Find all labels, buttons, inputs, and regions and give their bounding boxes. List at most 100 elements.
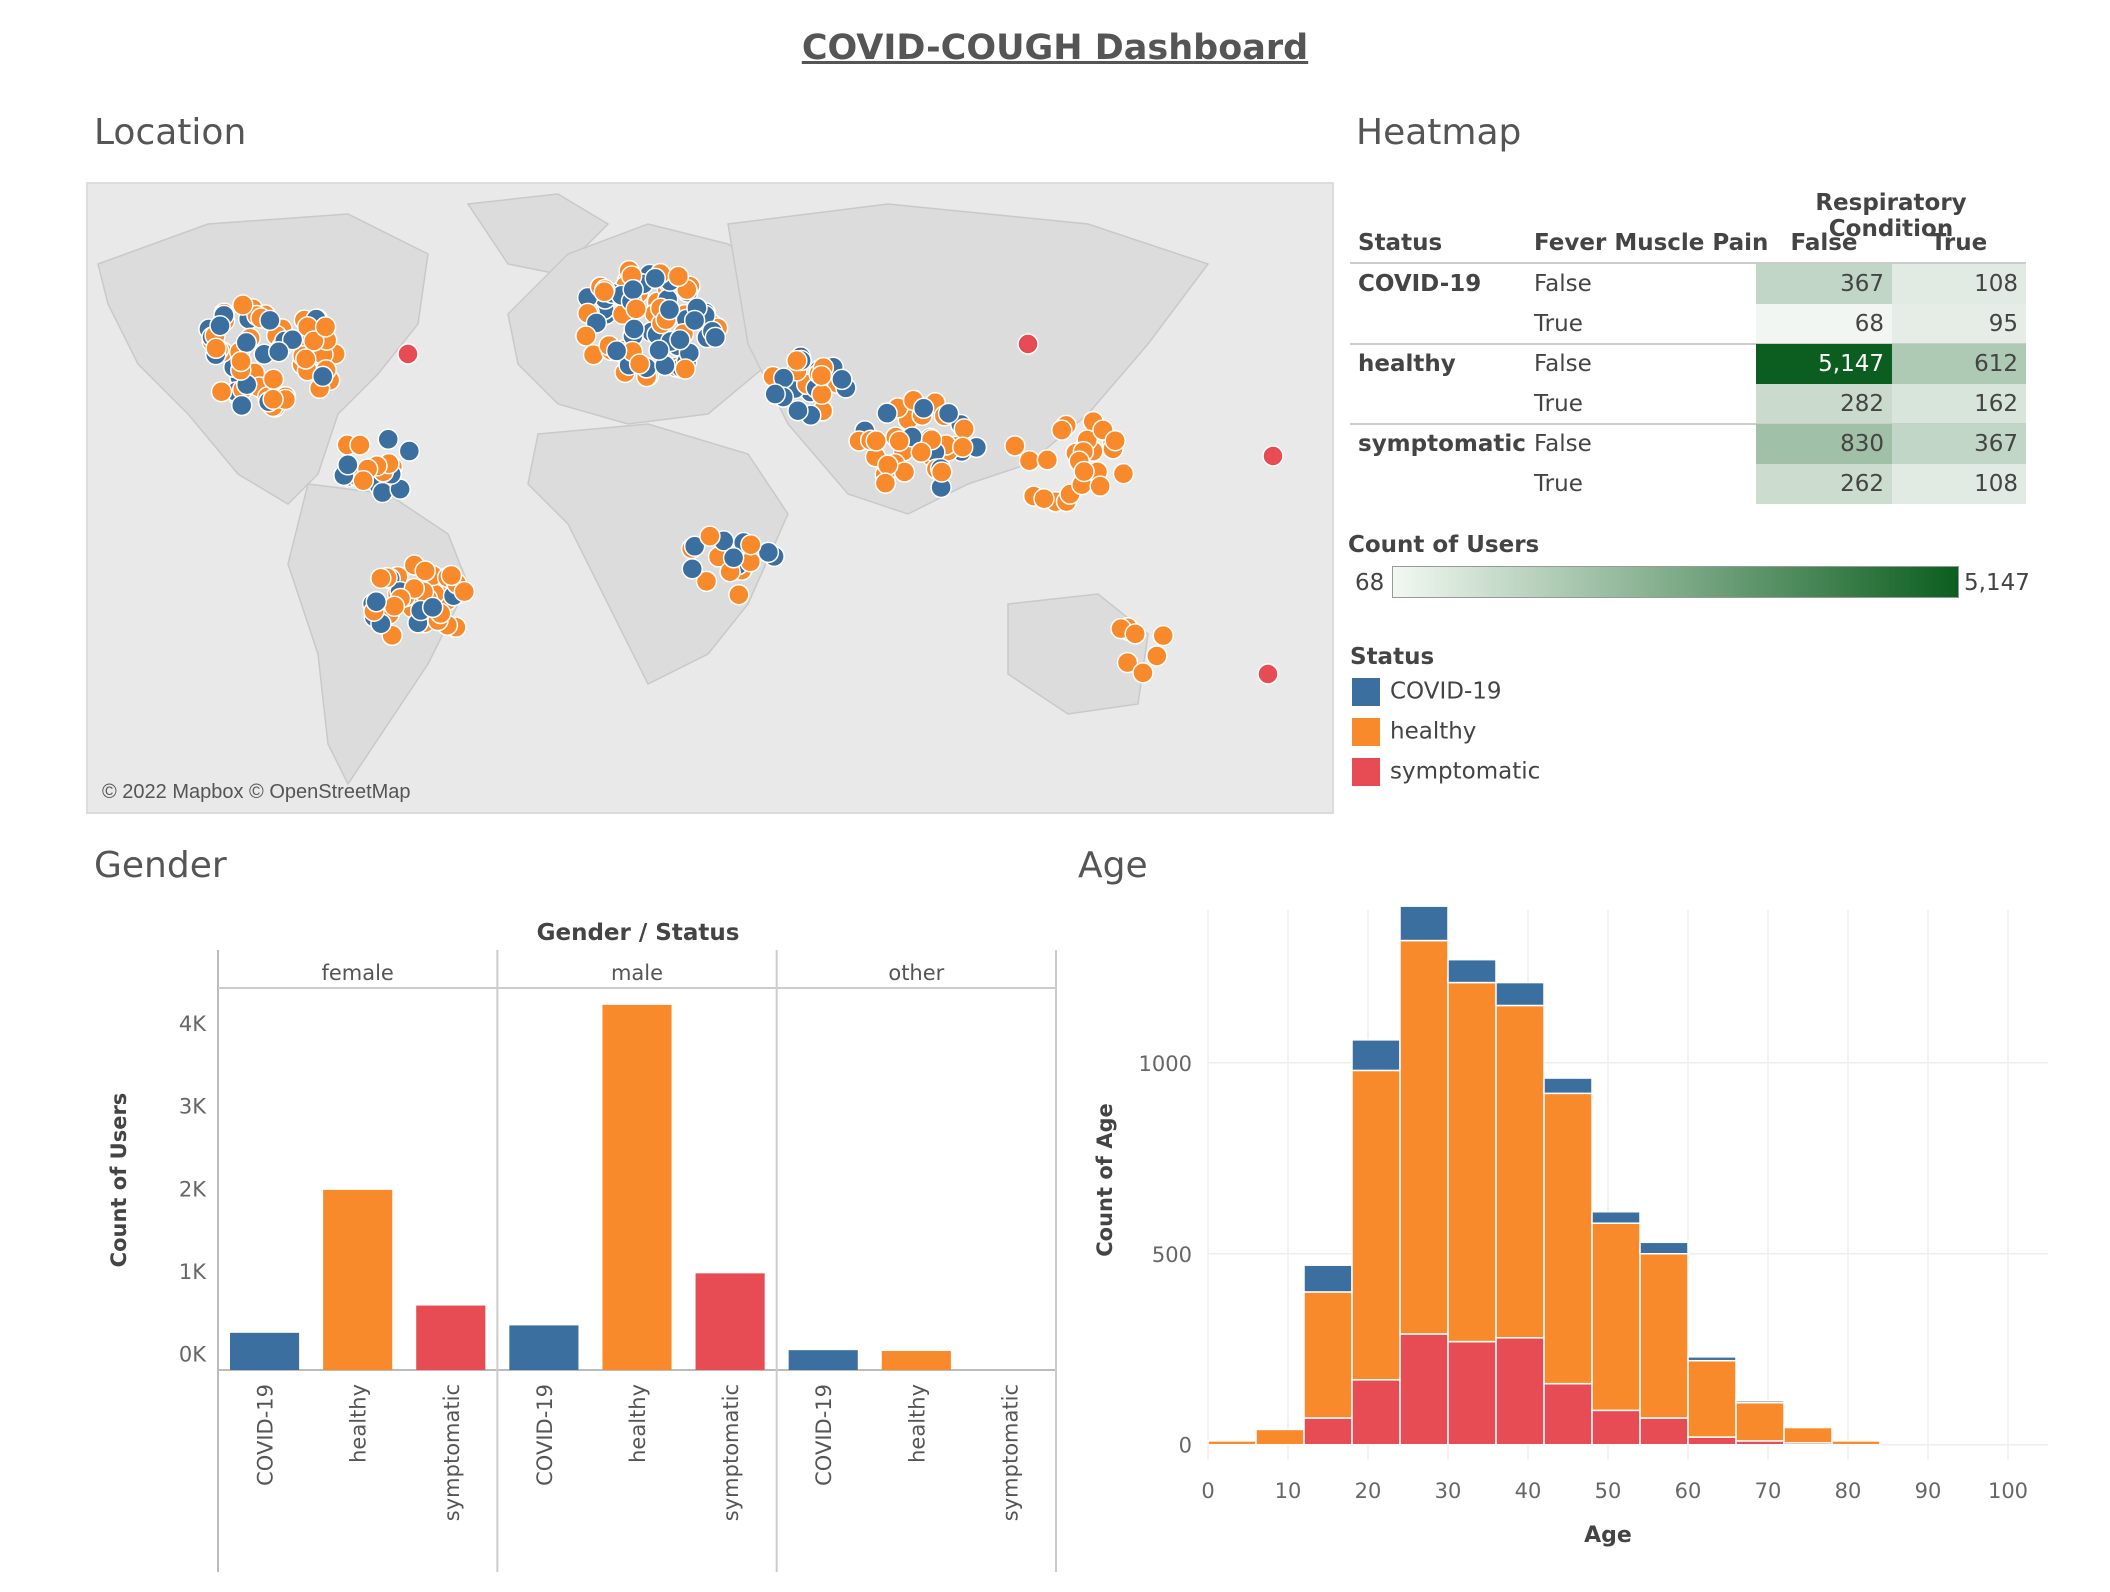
map-point <box>1018 449 1041 472</box>
location-map[interactable]: © 2022 Mapbox © OpenStreetMap <box>86 182 1334 814</box>
legend-item-healthy[interactable]: healthy <box>1352 718 1476 746</box>
heatmap-cell-false: 367 <box>1756 264 1892 304</box>
world-map <box>97 193 1284 786</box>
map-point <box>683 535 706 558</box>
map-point <box>352 469 375 492</box>
map-point <box>728 583 750 606</box>
age-bar-segment <box>1639 1241 1689 1255</box>
map-point <box>593 281 615 303</box>
heatmap-cell-true: 108 <box>1892 264 2026 304</box>
legend-swatch-symptomatic <box>1352 758 1380 786</box>
legend-item-covid[interactable]: COVID-19 <box>1352 678 1502 706</box>
map-point <box>644 267 667 290</box>
legend-label-covid: COVID-19 <box>1390 678 1502 705</box>
map-point <box>888 430 911 452</box>
map-point <box>1089 475 1111 497</box>
age-bar-segment <box>1447 958 1497 984</box>
gender-bar <box>788 1350 858 1370</box>
age-bar-segment <box>1687 1356 1737 1362</box>
age-x-tick: 30 <box>1435 1479 1462 1503</box>
gender-bar <box>509 1325 579 1370</box>
map-point <box>669 329 691 351</box>
map-point <box>205 337 227 360</box>
map-point <box>281 328 304 351</box>
map-point <box>912 397 935 420</box>
map-point <box>740 533 762 556</box>
gender-panel-label: female <box>321 961 393 985</box>
age-bar-segment <box>1399 905 1449 942</box>
count-legend-gradient <box>1392 566 1959 598</box>
gender-chart: Gender / Status Count of Users 0K 1K 2K 3K 4K f… <box>107 920 1057 1572</box>
age-bar-segment <box>1783 1426 1833 1444</box>
map-point <box>695 570 718 593</box>
heatmap-cell-false: 830 <box>1756 424 1892 464</box>
map-point <box>1262 445 1284 467</box>
gender-panel-label: male <box>611 961 663 985</box>
map-point <box>625 298 647 320</box>
gender-x-tick: healthy <box>626 1384 650 1463</box>
age-bar-segment <box>1591 1409 1641 1446</box>
age-title: Age <box>1078 845 1148 886</box>
gender-title: Gender <box>94 845 227 886</box>
gender-bar <box>230 1332 300 1370</box>
map-point <box>1073 460 1095 483</box>
map-point <box>398 440 421 462</box>
count-legend-min: 68 <box>1355 570 1385 596</box>
age-bar-segment <box>1399 1333 1449 1446</box>
map-point <box>1104 429 1126 452</box>
age-bar-segment <box>1207 1440 1257 1446</box>
age-bar-segment <box>1495 1004 1545 1339</box>
map-point <box>704 326 727 349</box>
map-point <box>209 314 231 337</box>
age-bar-segment <box>1687 1359 1737 1438</box>
map-point <box>230 394 253 417</box>
map-point <box>397 343 419 365</box>
heatmap-status-label: healthy <box>1358 351 1456 377</box>
map-point <box>1152 624 1174 647</box>
gender-x-tick: symptomatic <box>719 1384 743 1521</box>
map-point <box>210 380 233 403</box>
map-point <box>764 383 786 405</box>
header-divider <box>1350 262 2026 264</box>
age-x-tick: 40 <box>1515 1479 1542 1503</box>
group-divider <box>1350 343 2026 345</box>
map-point <box>951 436 974 459</box>
map-point <box>440 564 463 587</box>
heatmap-fever-label: True <box>1534 391 1583 417</box>
age-bar-segment <box>1303 1264 1353 1293</box>
heatmap-cell-true: 367 <box>1892 424 2026 464</box>
legend-item-symptomatic[interactable]: symptomatic <box>1352 758 1540 786</box>
legend-label-healthy: healthy <box>1390 718 1477 745</box>
map-point <box>370 567 392 590</box>
map-point <box>262 388 284 411</box>
map-point <box>1116 651 1139 674</box>
age-bar-segment <box>1639 1253 1689 1419</box>
gender-bar <box>416 1305 486 1370</box>
map-point <box>811 383 833 406</box>
map-point <box>1112 462 1135 485</box>
map-point <box>421 596 444 619</box>
map-point <box>874 472 897 494</box>
gender-x-tick: healthy <box>347 1384 371 1463</box>
age-x-axis-label: Age <box>1584 1523 1632 1548</box>
true-header: True <box>1930 230 1988 256</box>
age-x-tick: 100 <box>1988 1479 2028 1503</box>
gender-y-tick: 2K <box>179 1177 207 1201</box>
heatmap-cell-true: 95 <box>1892 304 2026 344</box>
map-point <box>1124 623 1146 645</box>
age-x-tick: 10 <box>1275 1479 1302 1503</box>
heatmap-fever-label: True <box>1534 311 1583 337</box>
map-point <box>235 331 258 354</box>
map-point <box>648 339 670 361</box>
heatmap-title: Heatmap <box>1356 112 1522 153</box>
map-point <box>377 428 399 451</box>
status-header: Status <box>1358 230 1443 256</box>
gender-panel-label: other <box>888 961 944 985</box>
map-point <box>683 309 706 332</box>
gender-y-tick: 0K <box>179 1342 207 1366</box>
legend-swatch-covid <box>1352 678 1380 706</box>
gender-y-axis-label: Count of Users <box>107 1093 131 1268</box>
map-point <box>1132 662 1154 684</box>
location-title: Location <box>94 112 247 153</box>
map-point <box>1036 449 1059 471</box>
